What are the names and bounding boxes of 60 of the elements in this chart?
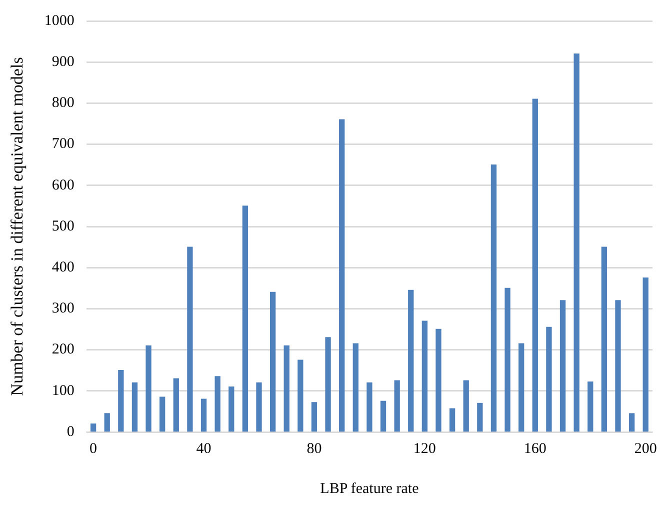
bar xyxy=(118,370,124,432)
y-tick-label: 900 xyxy=(52,54,74,70)
bar xyxy=(380,400,386,432)
y-tick-label: 700 xyxy=(52,136,74,152)
bar xyxy=(160,396,166,432)
y-tick-label: 0 xyxy=(66,424,74,440)
bar xyxy=(601,246,608,432)
bar xyxy=(339,119,345,432)
bar xyxy=(214,376,220,432)
x-tick-label: 0 xyxy=(90,440,98,457)
bar xyxy=(422,320,428,432)
bar xyxy=(270,292,276,432)
y-tick-label: 600 xyxy=(52,177,74,194)
y-tick-label: 800 xyxy=(52,95,74,112)
bar xyxy=(284,345,290,432)
bar xyxy=(146,345,152,432)
bar xyxy=(173,378,179,432)
bar xyxy=(256,382,262,432)
bar xyxy=(560,300,566,432)
y-tick-label: 400 xyxy=(52,260,74,276)
x-tick-label: 160 xyxy=(524,440,546,457)
bar xyxy=(242,206,248,432)
bar xyxy=(436,328,442,432)
y-tick-label: 1000 xyxy=(44,12,74,29)
bar xyxy=(408,290,414,432)
bar xyxy=(628,413,635,432)
x-tick-label: 120 xyxy=(413,440,436,457)
x-tick-label: 40 xyxy=(196,440,212,457)
bar xyxy=(518,343,524,432)
bar xyxy=(588,382,594,432)
bar xyxy=(504,288,510,432)
bar xyxy=(187,246,193,432)
bar xyxy=(477,402,483,432)
bar xyxy=(463,380,469,432)
bar xyxy=(366,382,372,432)
x-tick-label: 200 xyxy=(634,440,657,457)
bar xyxy=(394,380,400,432)
x-axis-title: LBP feature rate xyxy=(320,480,420,497)
bar xyxy=(642,278,648,432)
bar xyxy=(311,402,318,432)
bar xyxy=(615,300,621,432)
bar xyxy=(298,360,304,432)
bar xyxy=(132,382,138,432)
bar xyxy=(532,98,538,432)
y-tick-label: 300 xyxy=(52,300,74,317)
bar xyxy=(449,408,456,432)
bar xyxy=(104,413,110,432)
bar xyxy=(574,54,580,432)
y-tick-label: 200 xyxy=(52,342,74,358)
bar xyxy=(200,398,207,432)
bar xyxy=(546,326,552,432)
x-tick-label: 80 xyxy=(306,440,322,457)
bar xyxy=(490,164,497,432)
bar xyxy=(352,343,358,432)
bar xyxy=(90,423,96,432)
y-tick-label: 500 xyxy=(52,218,74,234)
bar xyxy=(228,386,234,432)
y-axis-title: Number of clusters in different equivalent models xyxy=(8,57,27,396)
bar xyxy=(325,337,331,432)
y-tick-label: 100 xyxy=(52,382,74,399)
